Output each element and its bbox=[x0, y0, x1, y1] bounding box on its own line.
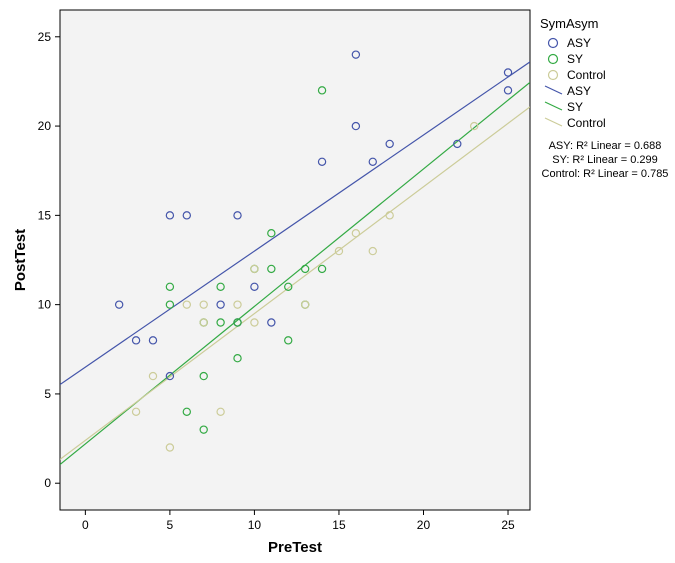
legend-line-sy bbox=[544, 101, 563, 111]
point-asy bbox=[385, 139, 394, 149]
legend-line-label-control: Control bbox=[567, 116, 606, 130]
point-asy bbox=[368, 157, 377, 166]
y-tick-label: 15 bbox=[38, 208, 52, 222]
fit-lines bbox=[60, 61, 530, 466]
point-sy bbox=[216, 318, 225, 327]
x-axis-title: PreTest bbox=[268, 539, 322, 556]
r2-label-asy: ASY: R² Linear = 0.688 bbox=[549, 140, 662, 152]
legend-line-asy bbox=[544, 85, 563, 95]
point-control bbox=[199, 300, 208, 309]
y-axis-ticks: 0 5 10 15 20 25 bbox=[38, 30, 60, 490]
point-sy bbox=[267, 264, 276, 274]
point-asy bbox=[131, 336, 141, 345]
legend-label-sy: SY bbox=[567, 52, 583, 66]
data-points bbox=[114, 50, 513, 452]
legend-line-label-sy: SY bbox=[567, 100, 583, 114]
point-asy bbox=[503, 68, 513, 77]
point-control bbox=[131, 407, 141, 416]
point-sy bbox=[267, 229, 276, 238]
point-control bbox=[233, 300, 242, 309]
point-sy bbox=[216, 282, 225, 291]
point-control bbox=[334, 246, 344, 256]
x-tick-label: 20 bbox=[417, 518, 431, 532]
point-sy bbox=[165, 300, 175, 309]
point-control bbox=[199, 318, 208, 327]
point-asy bbox=[165, 371, 175, 381]
legend-line-label-asy: ASY bbox=[567, 84, 591, 98]
legend-line-control bbox=[544, 117, 563, 127]
point-sy bbox=[182, 407, 191, 416]
point-asy bbox=[148, 336, 158, 345]
legend: SymAsym ASY SY Control ASY SY Control ASY: R² … bbox=[540, 16, 668, 180]
r2-label-control: Control: R² Linear = 0.785 bbox=[542, 168, 669, 180]
point-asy bbox=[267, 318, 276, 327]
r2-label-sy: SY: R² Linear = 0.299 bbox=[552, 154, 657, 166]
x-axis-ticks: 0 5 10 15 20 25 bbox=[82, 510, 515, 532]
y-tick-label: 5 bbox=[44, 387, 51, 401]
x-tick-label: 5 bbox=[167, 518, 174, 532]
point-control bbox=[165, 443, 175, 452]
point-sy bbox=[199, 371, 208, 381]
x-tick-label: 25 bbox=[501, 518, 515, 532]
point-control bbox=[300, 300, 310, 309]
y-tick-label: 25 bbox=[38, 30, 52, 44]
x-tick-label: 0 bbox=[82, 518, 89, 532]
fit-line-asy bbox=[60, 61, 530, 386]
point-sy bbox=[317, 86, 327, 95]
point-asy bbox=[233, 211, 242, 220]
y-tick-label: 10 bbox=[38, 298, 52, 312]
x-tick-label: 15 bbox=[332, 518, 346, 532]
point-asy bbox=[216, 300, 225, 309]
point-sy bbox=[233, 354, 242, 363]
point-control bbox=[368, 246, 377, 256]
point-asy bbox=[503, 86, 513, 95]
point-asy bbox=[317, 157, 327, 166]
legend-marker-control bbox=[547, 69, 559, 81]
point-asy bbox=[453, 139, 462, 149]
point-control bbox=[216, 407, 225, 416]
y-axis-title: PostTest bbox=[12, 229, 29, 291]
point-control bbox=[250, 318, 259, 327]
point-asy bbox=[182, 211, 191, 220]
point-asy bbox=[351, 50, 361, 59]
point-control bbox=[148, 371, 158, 381]
point-control bbox=[182, 300, 191, 309]
point-control bbox=[351, 229, 361, 238]
point-sy bbox=[317, 264, 327, 274]
point-asy bbox=[114, 300, 124, 309]
point-sy bbox=[300, 264, 310, 274]
legend-marker-sy bbox=[547, 53, 559, 65]
point-control bbox=[250, 264, 259, 274]
point-control bbox=[470, 121, 479, 131]
y-tick-label: 20 bbox=[38, 119, 52, 133]
point-sy bbox=[284, 282, 293, 291]
x-tick-label: 10 bbox=[248, 518, 262, 532]
point-asy bbox=[250, 282, 259, 291]
legend-label-control: Control bbox=[567, 68, 606, 82]
legend-marker-asy bbox=[547, 37, 559, 49]
point-sy bbox=[233, 318, 242, 327]
plot-area bbox=[59, 9, 531, 511]
fit-line-control bbox=[60, 106, 530, 460]
point-sy bbox=[284, 336, 293, 345]
point-control bbox=[385, 211, 394, 220]
legend-title: SymAsym bbox=[540, 16, 599, 31]
point-sy bbox=[199, 425, 208, 434]
y-tick-label: 0 bbox=[44, 476, 51, 490]
point-asy bbox=[165, 211, 175, 220]
point-sy bbox=[165, 282, 175, 291]
point-asy bbox=[351, 121, 361, 131]
legend-label-asy: ASY bbox=[567, 36, 591, 50]
